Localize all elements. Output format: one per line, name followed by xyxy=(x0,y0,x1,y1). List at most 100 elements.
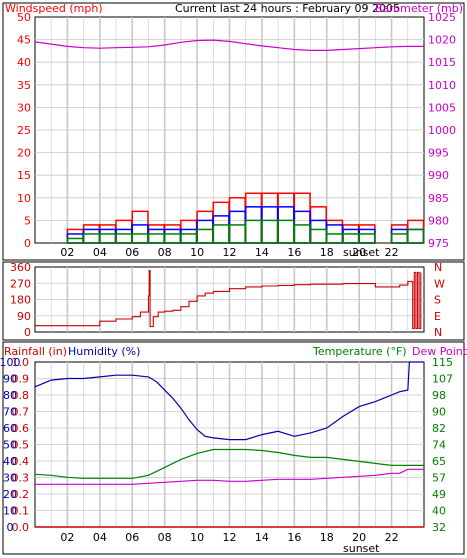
windspeed-tick-label: 50 xyxy=(17,11,31,24)
windspeed-tick-label: 20 xyxy=(17,147,31,160)
rain-tick-label: 0.5 xyxy=(12,439,30,452)
rain-tick-label: 0.8 xyxy=(12,389,30,402)
temperature-tick-label: 90 xyxy=(432,406,446,419)
humidity-tick-label: 0 xyxy=(7,521,14,534)
humidity-tick-label: 80 xyxy=(3,389,17,402)
barometer-tick-label: 995 xyxy=(428,147,449,160)
humidity-tick-label: 40 xyxy=(3,455,17,468)
x-tick-label: 12 xyxy=(223,246,237,259)
humidity-tick-label: 10 xyxy=(3,505,17,518)
windspeed-tick-label: 0 xyxy=(24,237,31,250)
barometer-tick-label: 1015 xyxy=(428,56,456,69)
direction-tick-label: 270 xyxy=(10,277,31,290)
compass-tick-label: N xyxy=(434,261,442,274)
windspeed-tick-label: 15 xyxy=(17,169,31,182)
humidity-tick-label: 100 xyxy=(0,356,21,369)
windspeed-axis-label: Windspeed (mph) xyxy=(5,2,103,15)
humidity-tick-label: 20 xyxy=(3,488,17,501)
windspeed-tick-label: 40 xyxy=(17,56,31,69)
compass-tick-label: N xyxy=(434,326,442,339)
humidity-tick-label: 30 xyxy=(3,472,17,485)
rain-tick-label: 0.7 xyxy=(12,406,30,419)
x-tick-label: 08 xyxy=(158,531,172,544)
temperature-tick-label: 49 xyxy=(432,488,446,501)
series xyxy=(34,39,425,244)
wind-low-bar xyxy=(407,228,425,244)
direction-tick-label: 90 xyxy=(17,310,31,323)
humidity-tick-label: 70 xyxy=(3,406,17,419)
y-right-ticks: 975 980 985 990 995 1000 1005 1010 1015 1020 1025 xyxy=(428,11,456,250)
barometer-tick-label: 1025 xyxy=(428,11,456,24)
x-tick-label: 22 xyxy=(385,246,399,259)
temperature-tick-label: 82 xyxy=(432,422,446,435)
rain-tick-label: 0.3 xyxy=(12,472,30,485)
x-tick-label: 06 xyxy=(125,531,139,544)
temperature-tick-label: 32 xyxy=(432,521,446,534)
barometer-tick-label: 975 xyxy=(428,237,449,250)
x-tick-label: 02 xyxy=(60,246,74,259)
y-left-ticks: 0 90 180 270 360 xyxy=(10,261,31,339)
x-tick-label: 12 xyxy=(223,531,237,544)
direction-tick-label: 180 xyxy=(10,294,31,307)
windspeed-tick-label: 30 xyxy=(17,101,31,114)
windspeed-tick-label: 35 xyxy=(17,79,31,92)
barometer-axis-label: Barometer (mb) xyxy=(375,2,463,15)
windspeed-tick-label: 45 xyxy=(17,34,31,47)
sunset-label: sunset xyxy=(343,246,380,259)
rain-tick-label: 1.0 xyxy=(12,356,30,369)
barometer-tick-label: 1000 xyxy=(428,124,456,137)
compass-tick-label: S xyxy=(434,294,441,307)
x-tick-label: 22 xyxy=(385,531,399,544)
x-tick-label: 04 xyxy=(93,246,107,259)
dewpoint-line xyxy=(35,468,424,485)
x-tick-label: 16 xyxy=(287,246,301,259)
windspeed-tick-label: 5 xyxy=(24,214,31,227)
barometer-tick-label: 985 xyxy=(428,192,449,205)
grid xyxy=(35,267,424,332)
page-title: Current last 24 hours : February 09 2005 xyxy=(175,2,400,15)
compass-tick-label: E xyxy=(434,310,441,323)
temperature-tick-label: 74 xyxy=(432,439,446,452)
rain-tick-label: 0.9 xyxy=(12,373,30,386)
temperature-line xyxy=(34,448,424,479)
barometer-tick-label: 1020 xyxy=(428,34,456,47)
temperature-tick-label: 40 xyxy=(432,505,446,518)
series xyxy=(34,361,424,528)
barometer-tick-label: 990 xyxy=(428,169,449,182)
wind-direction-line xyxy=(35,270,422,329)
temperature-axis-label: Temperature (°F) xyxy=(312,345,407,358)
temperature-tick-label: 98 xyxy=(432,389,446,402)
humidity-tick-label: 50 xyxy=(3,439,17,452)
x-tick-label: 16 xyxy=(287,531,301,544)
wind-low-bar xyxy=(358,233,376,244)
barometer-line xyxy=(34,39,424,51)
series xyxy=(35,270,422,329)
rain-tick-label: 0.6 xyxy=(12,422,30,435)
rain-humidity-temp-panel: Rainfall (in) Humidity (%) Temperature (… xyxy=(0,341,467,555)
x-tick-label: 08 xyxy=(158,246,172,259)
barometer-tick-label: 980 xyxy=(428,214,449,227)
x-tick-label: 18 xyxy=(320,531,334,544)
x-tick-label: 06 xyxy=(125,246,139,259)
rainfall-axis-label: Rainfall (in) xyxy=(4,345,67,358)
grid xyxy=(35,362,424,527)
humidity-axis-label: Humidity (%) xyxy=(68,345,140,358)
y-humidity-ticks: 0 10 20 30 40 50 60 70 80 90 100 xyxy=(0,356,21,534)
rain-tick-label: 0.4 xyxy=(12,455,30,468)
rain-tick-label: 0.0 xyxy=(12,521,30,534)
rain-tick-label: 0.1 xyxy=(12,505,30,518)
temperature-tick-label: 57 xyxy=(432,472,446,485)
x-tick-label: 10 xyxy=(190,246,204,259)
windspeed-tick-label: 25 xyxy=(17,124,31,137)
barometer-tick-label: 1005 xyxy=(428,101,456,114)
rain-tick-label: 0.2 xyxy=(12,488,30,501)
x-tick-label: 04 xyxy=(93,531,107,544)
dewpoint-axis-label: Dew Point xyxy=(412,345,467,358)
direction-tick-label: 0 xyxy=(24,326,31,339)
y-rain-ticks: 0.0 0.1 0.2 0.3 0.4 0.5 0.6 0.7 0.8 0.9 1.0 xyxy=(12,356,30,534)
temperature-tick-label: 115 xyxy=(432,356,453,369)
x-tick-label: 18 xyxy=(320,246,334,259)
humidity-line xyxy=(34,361,424,441)
